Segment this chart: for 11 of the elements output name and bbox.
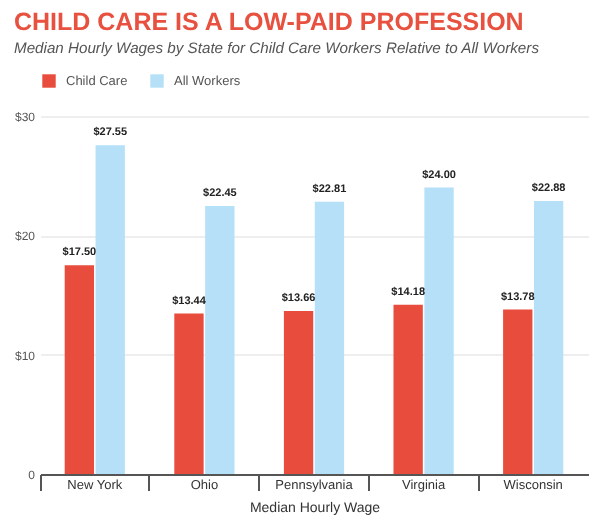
- bar: [174, 313, 204, 474]
- bar: [95, 145, 125, 474]
- bar: [533, 200, 564, 474]
- bar: [283, 310, 314, 474]
- bar: [314, 201, 345, 474]
- bar: [64, 265, 95, 474]
- bar: [424, 187, 454, 474]
- bar: [393, 304, 423, 474]
- chart-title: CHILD CARE IS A LOW-PAID PROFESSION: [13, 7, 524, 36]
- bar: [503, 309, 533, 474]
- bar: [205, 206, 235, 474]
